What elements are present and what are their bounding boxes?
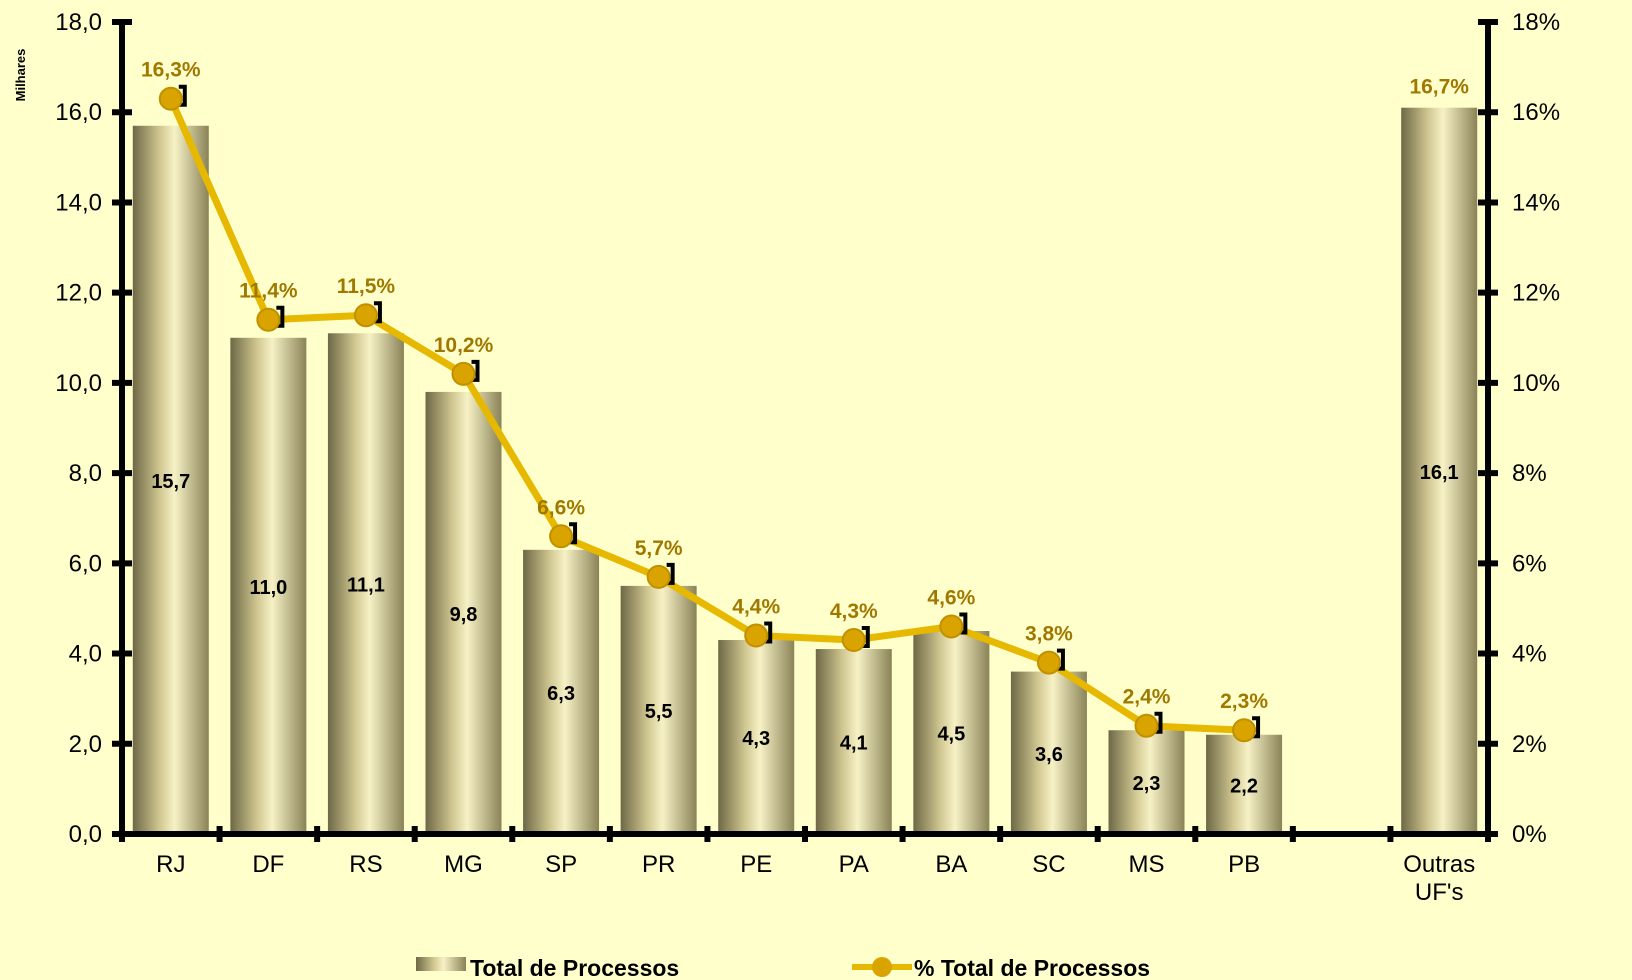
x-label-3: MG [444,851,483,878]
pct-marker-10 [1134,713,1159,738]
y-tick-label-right-8: 16% [1512,99,1560,126]
bar-value-label-4: 6,3 [547,683,575,705]
pct-value-label-5: 5,7% [635,537,683,560]
pct-value-label-8: 4,6% [927,586,975,609]
labels-layer: 15,7 11,0 11,1 9,8 6,3 5,5 4,3 4,1 4,5 3,6 2,3 2,2 1… [141,59,1469,798]
y-axis-title: Milhares [13,49,28,102]
bar-value-label-9: 3,6 [1035,744,1063,766]
y-tick-label-left-5: 10,0 [55,370,102,397]
pct-line [167,97,1245,734]
y-tick-label-right-7: 14% [1512,189,1560,216]
pct-marker-8 [939,614,964,639]
pct-value-label-13: 16,7% [1409,76,1469,99]
y-tick-label-right-0: 0% [1512,821,1547,848]
y-tick-label-left-7: 14,0 [55,189,102,216]
x-label-9: SC [1032,851,1065,878]
legend-line-label: % Total de Processos [914,955,1150,980]
bar-11 [1206,734,1283,834]
pct-marker-0 [158,86,183,111]
axes-layer: 0,0 2,0 4,0 6,0 8,0 10,0 12,0 14,0 16,0 18,0 0% 2% 4… [55,9,1560,906]
y-tick-label-right-6: 12% [1512,280,1560,307]
bar-3 [425,391,502,834]
x-label-8: BA [935,851,967,878]
bar-10 [1108,730,1185,834]
y-tick-label-left-3: 6,0 [69,550,102,577]
bar-value-label-11: 2,2 [1230,775,1258,797]
pct-marker-4 [549,524,574,549]
bar-value-label-10: 2,3 [1133,773,1161,795]
pct-value-label-0: 16,3% [141,59,201,82]
line-layer [158,84,1261,743]
bar-value-label-13: 16,1 [1420,462,1459,484]
bars-layer [132,107,1478,834]
pct-marker-6 [744,623,769,648]
pct-value-label-9: 3,8% [1025,623,1073,646]
y-tick-label-left-6: 12,0 [55,280,102,307]
y-tick-label-left-1: 2,0 [69,731,102,758]
y-tick-label-left-4: 8,0 [69,460,102,487]
y-tick-label-right-5: 10% [1512,370,1560,397]
y-tick-label-left-0: 0,0 [69,821,102,848]
x-label-4: SP [545,851,577,878]
x-label-6: PE [740,851,772,878]
bar-value-label-8: 4,5 [937,724,965,746]
y-tick-label-left-8: 16,0 [55,99,102,126]
bar-value-label-3: 9,8 [450,604,478,626]
bar-value-label-6: 4,3 [742,728,770,750]
bar-value-label-5: 5,5 [645,701,673,723]
x-label-2: RS [349,851,382,878]
bar-value-label-2: 11,1 [347,575,385,597]
pct-marker-9 [1036,650,1061,675]
pct-marker-2 [353,303,378,328]
pct-value-label-6: 4,4% [732,596,780,619]
legend-bar-label: Total de Processos [470,955,679,980]
pct-value-label-1: 11,4% [239,280,298,303]
bar-9 [1010,671,1087,834]
y-tick-label-right-2: 4% [1512,641,1547,668]
pct-value-label-11: 2,3% [1220,690,1268,713]
y-tick-label-right-3: 6% [1512,550,1547,577]
bar-6 [718,640,795,834]
pct-marker-5 [646,564,671,589]
legend-marker-swatch [872,957,892,977]
pct-marker-1 [256,307,281,332]
y-tick-label-left-2: 4,0 [69,641,102,668]
pct-value-label-10: 2,4% [1123,686,1171,709]
bar-value-label-1: 11,0 [249,577,287,599]
pct-marker-11 [1232,718,1257,743]
x-label-7: PA [839,851,869,878]
pct-value-label-3: 10,2% [434,334,494,357]
bar-0 [132,125,209,834]
x-label-13: Outras UF's [1403,851,1475,906]
x-label-5: PR [642,851,675,878]
pct-marker-7 [841,628,866,653]
x-label-10: MS [1129,851,1165,878]
x-label-0: RJ [156,851,185,878]
pct-value-label-7: 4,3% [830,600,878,623]
bar-13 [1401,107,1478,834]
bar-1 [230,337,307,834]
legend-bar-swatch [416,957,466,971]
pct-value-label-4: 6,6% [537,496,585,519]
bar-7 [815,649,892,834]
y-tick-label-right-4: 8% [1512,460,1547,487]
bar-4 [523,549,600,834]
bar-8 [913,631,990,834]
bar-2 [327,333,404,834]
bar-5 [620,585,697,834]
y-tick-label-right-9: 18% [1512,9,1560,36]
y-tick-label-right-1: 2% [1512,731,1547,758]
pct-value-label-2: 11,5% [337,275,396,298]
bar-value-label-7: 4,1 [840,733,868,755]
x-label-11: PB [1228,851,1260,878]
pct-marker-3 [451,361,476,386]
x-label-1: DF [252,851,284,878]
bar-value-label-0: 15,7 [151,471,190,493]
y-tick-label-left-9: 18,0 [55,9,102,36]
legend: Total de Processos % Total de Processos [416,955,1150,980]
